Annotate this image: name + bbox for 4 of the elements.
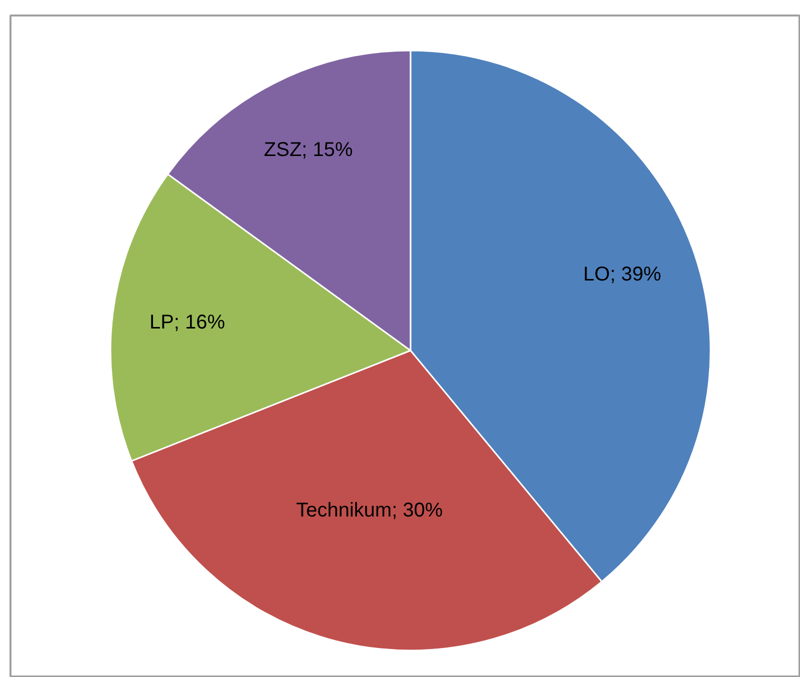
slice-label: LO; 39% xyxy=(583,263,662,286)
slice-label: LP; 16% xyxy=(149,311,226,334)
slice-label: ZSZ; 15% xyxy=(264,139,354,162)
slice-label: Technikum; 30% xyxy=(296,499,444,522)
